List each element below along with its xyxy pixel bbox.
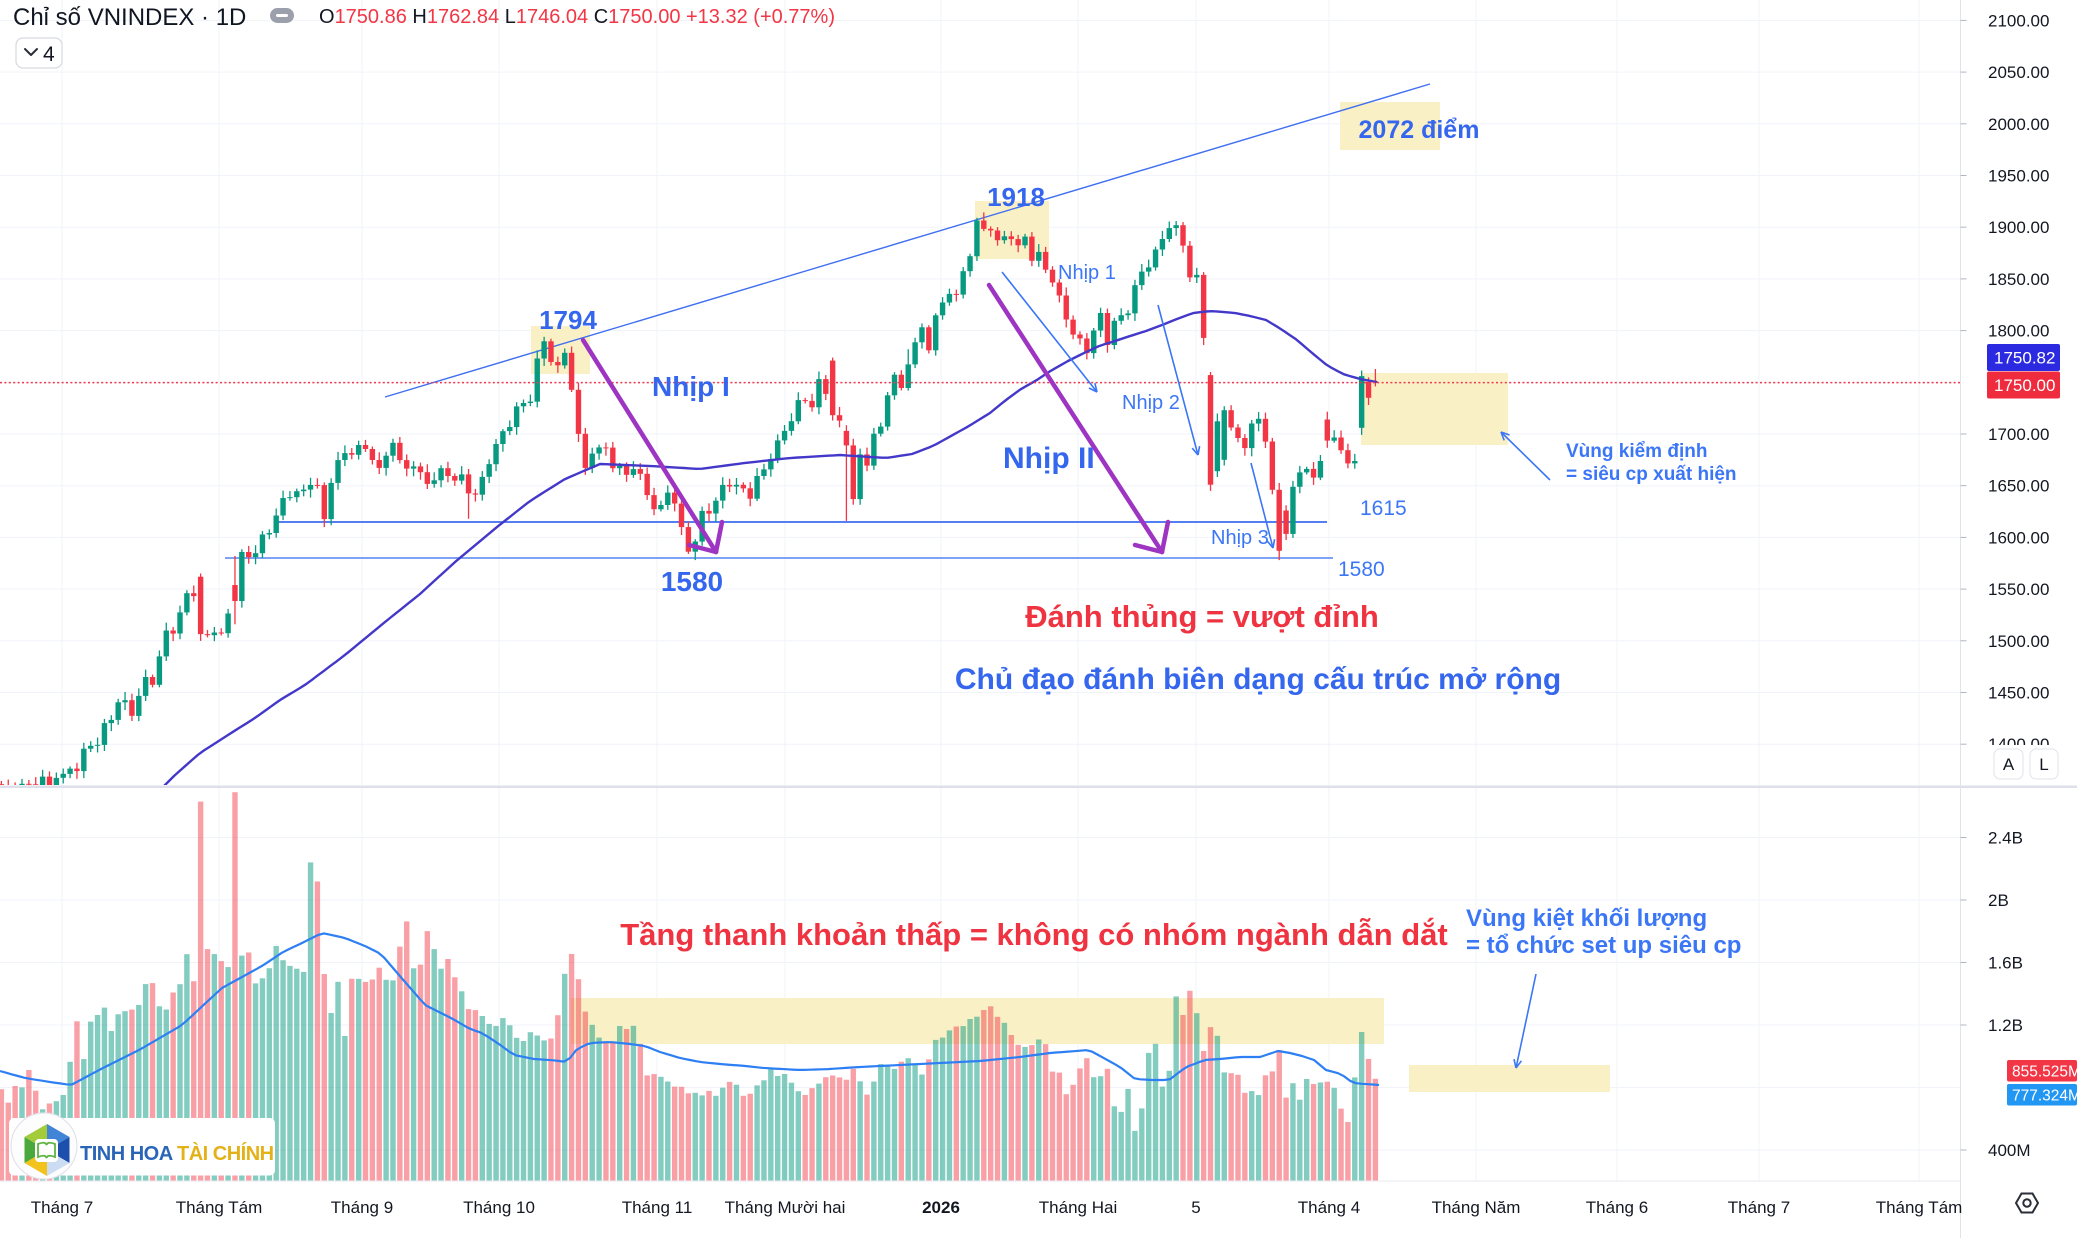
svg-text:Tháng Mười hai: Tháng Mười hai [725, 1198, 846, 1217]
svg-text:1600.00: 1600.00 [1988, 528, 2049, 547]
svg-text:Tháng Tám: Tháng Tám [1876, 1198, 1963, 1217]
svg-text:1918: 1918 [987, 182, 1045, 212]
svg-text:1615: 1615 [1360, 497, 1407, 520]
svg-text:1750.00: 1750.00 [1994, 376, 2055, 395]
svg-text:Tháng 9: Tháng 9 [331, 1198, 393, 1217]
svg-text:Nhịp II: Nhịp II [1003, 442, 1095, 475]
svg-text:Tháng 7: Tháng 7 [31, 1198, 93, 1217]
svg-text:2050.00: 2050.00 [1988, 63, 2049, 82]
svg-text:855.525M: 855.525M [2012, 1064, 2077, 1081]
svg-text:Tháng 6: Tháng 6 [1586, 1198, 1648, 1217]
svg-text:1550.00: 1550.00 [1988, 580, 2049, 599]
svg-text:777.324M: 777.324M [2012, 1088, 2077, 1105]
svg-text:Tầng thanh khoản thấp = không: Tầng thanh khoản thấp = không có nhóm ng… [620, 916, 1448, 952]
svg-text:4: 4 [43, 43, 55, 66]
svg-text:1580: 1580 [661, 566, 723, 597]
svg-text:1580: 1580 [1338, 558, 1385, 581]
svg-text:2B: 2B [1988, 891, 2009, 910]
svg-text:1900.00: 1900.00 [1988, 218, 2049, 237]
svg-text:1850.00: 1850.00 [1988, 270, 2049, 289]
svg-text:Đánh thủng = vượt đỉnh: Đánh thủng = vượt đỉnh [1025, 599, 1379, 634]
svg-text:2000.00: 2000.00 [1988, 115, 2049, 134]
svg-text:O1750.86 H1762.84 L1746.04 C17: O1750.86 H1762.84 L1746.04 C1750.00 +13.… [319, 6, 835, 28]
svg-text:Nhịp I: Nhịp I [652, 371, 730, 402]
svg-text:1650.00: 1650.00 [1988, 477, 2049, 496]
svg-text:Vùng kiệt khối lượng: Vùng kiệt khối lượng [1466, 905, 1707, 932]
svg-text:1400.00: 1400.00 [1988, 735, 2049, 754]
svg-text:400M: 400M [1988, 1141, 2031, 1160]
svg-text:1450.00: 1450.00 [1988, 684, 2049, 703]
svg-text:1950.00: 1950.00 [1988, 167, 2049, 186]
svg-text:L: L [2039, 755, 2048, 774]
svg-text:2072 điểm: 2072 điểm [1359, 116, 1480, 144]
svg-text:= siêu cp xuất hiện: = siêu cp xuất hiện [1566, 464, 1737, 485]
svg-text:= tổ chức set up siêu cp: = tổ chức set up siêu cp [1466, 932, 1741, 959]
svg-text:Nhịp 3: Nhịp 3 [1211, 527, 1269, 549]
svg-text:5: 5 [1191, 1198, 1200, 1217]
svg-text:Tháng 7: Tháng 7 [1728, 1198, 1790, 1217]
svg-text:1.2B: 1.2B [1988, 1016, 2023, 1035]
svg-text:1500.00: 1500.00 [1988, 632, 2049, 651]
svg-text:2.4B: 2.4B [1988, 829, 2023, 848]
svg-text:1750.82: 1750.82 [1994, 349, 2055, 368]
svg-text:A: A [2003, 755, 2015, 774]
svg-text:2026: 2026 [922, 1198, 960, 1217]
svg-text:Tháng 10: Tháng 10 [463, 1198, 535, 1217]
svg-text:Chủ đạo đánh biên dạng cấu trú: Chủ đạo đánh biên dạng cấu trúc mở rộng [955, 663, 1561, 696]
svg-text:Nhịp 1: Nhịp 1 [1058, 262, 1116, 284]
svg-text:Vùng kiểm định: Vùng kiểm định [1566, 441, 1707, 462]
svg-text:Tháng Tám: Tháng Tám [176, 1198, 263, 1217]
svg-text:1700.00: 1700.00 [1988, 425, 2049, 444]
svg-text:1.6B: 1.6B [1988, 954, 2023, 973]
svg-text:Tháng 11: Tháng 11 [622, 1198, 693, 1217]
svg-text:TINH HOA TÀI CHÍNH: TINH HOA TÀI CHÍNH [80, 1142, 274, 1165]
svg-text:Nhịp 2: Nhịp 2 [1122, 392, 1180, 414]
svg-text:1800.00: 1800.00 [1988, 322, 2049, 341]
svg-text:2100.00: 2100.00 [1988, 11, 2049, 30]
svg-text:Tháng Hai: Tháng Hai [1039, 1198, 1117, 1217]
svg-text:Chỉ số VNINDEX · 1D: Chỉ số VNINDEX · 1D [13, 4, 246, 31]
svg-text:1794: 1794 [539, 305, 597, 335]
svg-text:Tháng Năm: Tháng Năm [1432, 1198, 1521, 1217]
svg-text:Tháng 4: Tháng 4 [1298, 1198, 1360, 1217]
